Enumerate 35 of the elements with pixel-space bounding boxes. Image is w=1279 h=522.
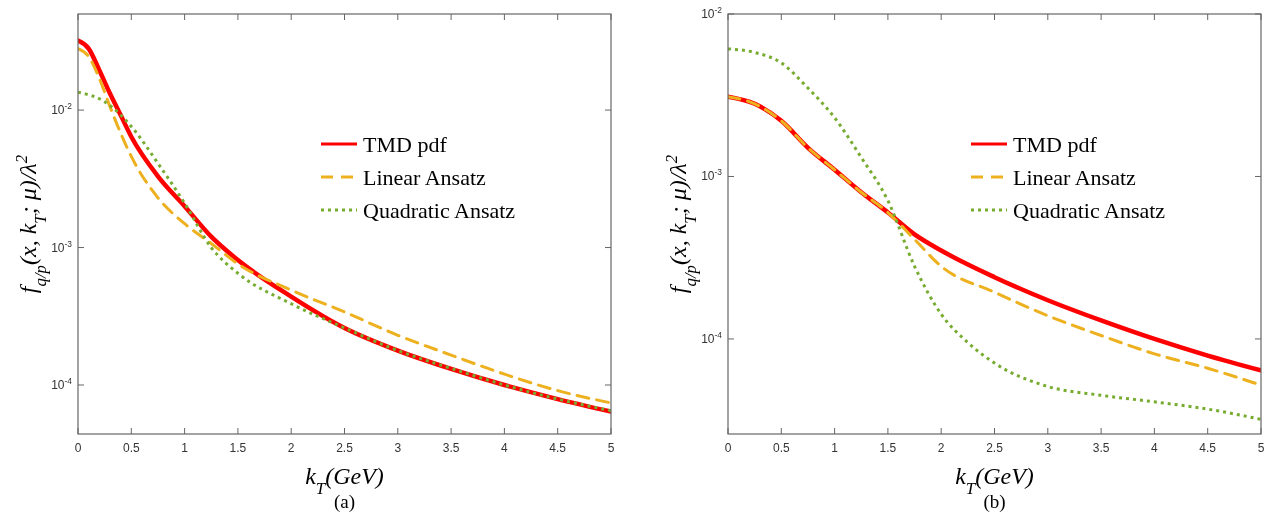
- x-tick-label: 0.5: [122, 441, 140, 455]
- legend-label: TMD pdf: [1013, 132, 1098, 157]
- x-tick-label: 2.5: [986, 441, 1004, 455]
- x-tick-label: 0.5: [772, 441, 790, 455]
- x-tick-label: 0: [74, 441, 82, 455]
- x-tick-label: 3.5: [1092, 441, 1110, 455]
- legend-label: Quadratic Ansatz: [1013, 198, 1166, 223]
- legend-label: Linear Ansatz: [363, 165, 487, 190]
- x-tick-label: 1.5: [879, 441, 897, 455]
- y-tick-label: 10$^{-3}$: [701, 167, 723, 184]
- legend-label: Linear Ansatz: [1013, 165, 1137, 190]
- x-tick-label: 0: [724, 441, 732, 455]
- x-tick-label: 3: [394, 441, 402, 455]
- x-tick-label: 4: [501, 441, 509, 455]
- y-tick-label: 10$^{-4}$: [701, 329, 723, 346]
- y-tick-label: 10$^{-2}$: [51, 101, 73, 118]
- x-tick-label: 4.5: [549, 441, 567, 455]
- x-tick-label: 5: [1257, 441, 1265, 455]
- x-tick-label: 1: [831, 441, 839, 455]
- x-tick-label: 5: [607, 441, 615, 455]
- x-tick-label: 2: [287, 441, 295, 455]
- x-tick-label: 3.5: [442, 441, 460, 455]
- x-tick-label: 1: [181, 441, 189, 455]
- x-tick-label: 1.5: [229, 441, 247, 455]
- x-tick-label: 4.5: [1199, 441, 1217, 455]
- x-tick-label: 2: [937, 441, 945, 455]
- y-tick-label: 10$^{-2}$: [701, 5, 723, 21]
- line-series: [728, 47, 1261, 421]
- y-tick-label: 10$^{-4}$: [51, 375, 73, 392]
- x-tick-label: 2.5: [336, 441, 354, 455]
- x-tick-label: 3: [1044, 441, 1052, 455]
- legend-label: Quadratic Ansatz: [363, 198, 516, 223]
- x-tick-label: 4: [1151, 441, 1159, 455]
- y-tick-label: 10$^{-3}$: [51, 238, 73, 255]
- legend-label: TMD pdf: [363, 132, 448, 157]
